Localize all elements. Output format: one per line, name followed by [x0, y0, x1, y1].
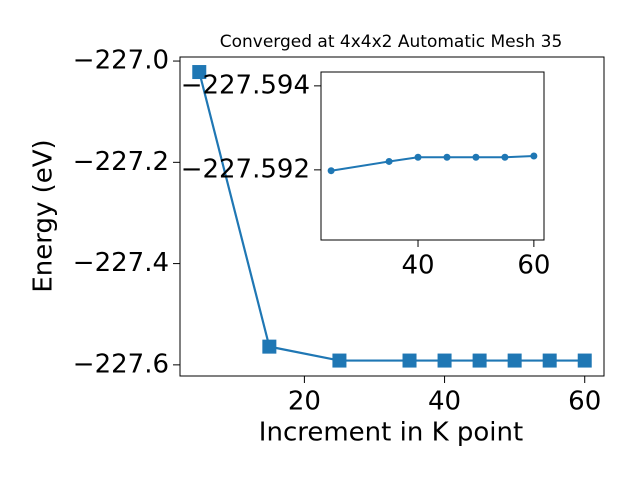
marker	[402, 353, 417, 368]
chart-title: Converged at 4x4x2 Automatic Mesh 35	[220, 32, 563, 52]
marker	[507, 353, 522, 368]
y-tick-label: −227.0	[73, 46, 169, 76]
y-tick-label: −227.2	[73, 147, 169, 177]
marker	[192, 65, 207, 80]
x-tick-label: 60	[568, 387, 601, 417]
marker	[501, 153, 509, 161]
marker	[542, 353, 557, 368]
x-tick-label: 20	[288, 387, 321, 417]
x-axis-label: Increment in K point	[259, 418, 523, 448]
y-tick-label: −227.6	[73, 349, 169, 379]
axes-frame	[179, 56, 605, 377]
marker	[332, 353, 347, 368]
marker	[577, 353, 592, 368]
marker	[327, 167, 335, 175]
y-tick-label: −227.4	[73, 248, 169, 278]
y-tick-label: −227.592	[181, 154, 310, 184]
y-axis-label: Energy (eV)	[29, 139, 59, 292]
x-tick-label: 40	[401, 251, 434, 281]
marker	[262, 339, 277, 354]
marker	[437, 353, 452, 368]
marker	[530, 152, 538, 160]
marker	[443, 153, 451, 161]
y-tick-label: −227.594	[181, 70, 310, 100]
marker	[472, 153, 480, 161]
marker	[472, 353, 487, 368]
inset-background	[321, 72, 544, 240]
x-tick-label: 40	[428, 387, 461, 417]
x-tick-label: 60	[517, 251, 550, 281]
inset-frame	[320, 71, 545, 241]
marker	[414, 153, 422, 161]
marker	[385, 157, 393, 165]
